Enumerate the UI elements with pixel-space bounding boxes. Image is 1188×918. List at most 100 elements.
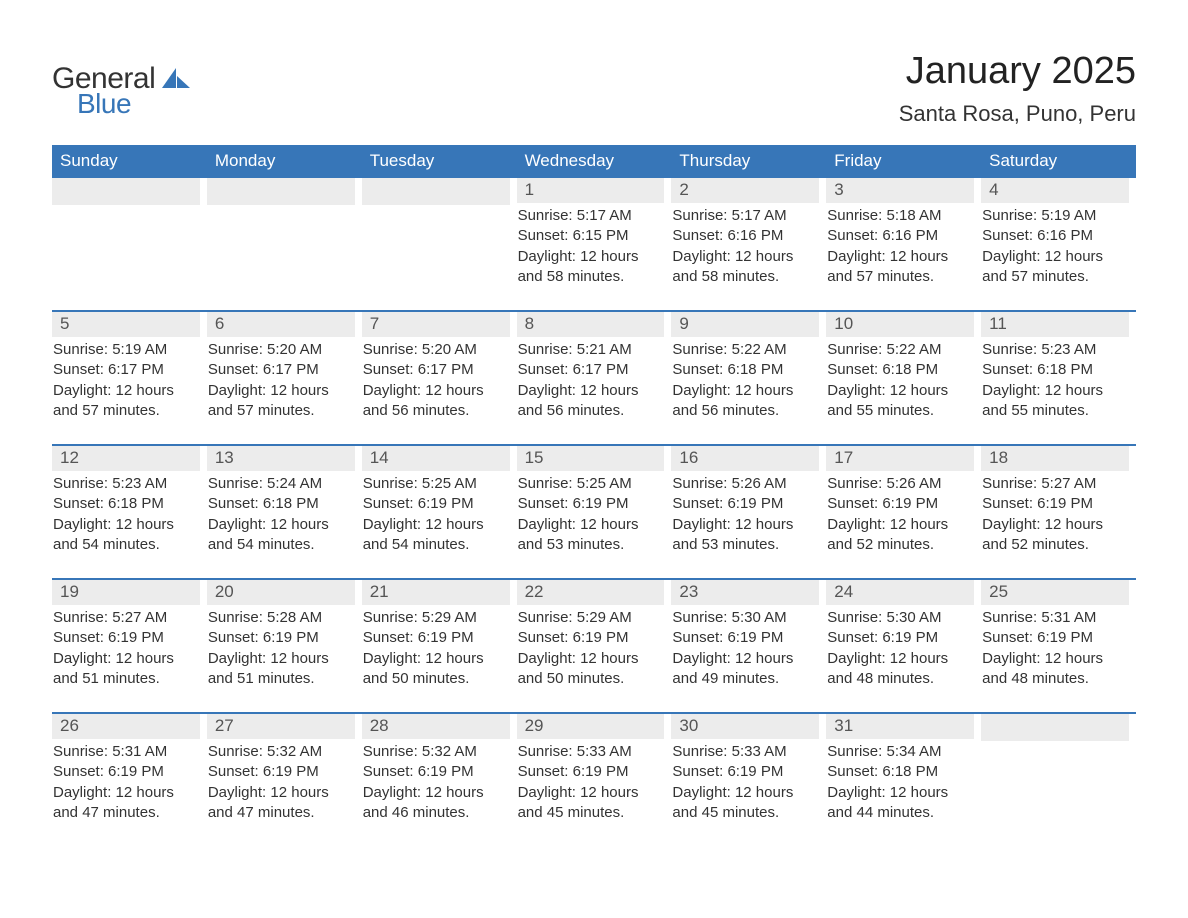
sunset-text: Sunset: 6:19 PM <box>363 494 509 514</box>
sunset-text: Sunset: 6:15 PM <box>518 226 664 246</box>
daylight-text: Daylight: 12 hours and 53 minutes. <box>518 515 664 556</box>
day-cell: 17Sunrise: 5:26 AMSunset: 6:19 PMDayligh… <box>826 446 981 568</box>
sunrise-text: Sunrise: 5:26 AM <box>827 474 973 494</box>
day-number <box>207 178 355 205</box>
day-number: 27 <box>207 714 355 739</box>
day-body: Sunrise: 5:32 AMSunset: 6:19 PMDaylight:… <box>362 742 509 823</box>
sunrise-text: Sunrise: 5:31 AM <box>53 742 199 762</box>
day-number <box>981 714 1129 741</box>
daylight-text: Daylight: 12 hours and 51 minutes. <box>208 649 354 690</box>
day-cell: 1Sunrise: 5:17 AMSunset: 6:15 PMDaylight… <box>517 178 672 300</box>
day-number <box>52 178 200 205</box>
col-header: Saturday <box>981 145 1136 178</box>
day-number: 20 <box>207 580 355 605</box>
sunset-text: Sunset: 6:19 PM <box>982 494 1128 514</box>
col-header: Thursday <box>671 145 826 178</box>
day-cell: 14 Sunrise: 5:25 AMSunset: 6:19 PMDayligh… <box>362 446 517 568</box>
daylight-text: Daylight: 12 hours and 57 minutes. <box>208 381 354 422</box>
calendar-document: General Blue January 2025 Santa Rosa, Pu… <box>0 0 1188 866</box>
day-number: 17 <box>826 446 974 471</box>
sunrise-text: Sunrise: 5:19 AM <box>982 206 1128 226</box>
sunrise-text: Sunrise: 5:24 AM <box>208 474 354 494</box>
location-label: Santa Rosa, Puno, Peru <box>899 101 1136 127</box>
day-number: 31 <box>826 714 974 739</box>
day-cell: 20Sunrise: 5:28 AMSunset: 6:19 PMDayligh… <box>207 580 362 702</box>
day-number: 10 <box>826 312 974 337</box>
day-number: 29 <box>517 714 665 739</box>
daylight-text: Daylight: 12 hours and 56 minutes. <box>518 381 664 422</box>
day-cell: 16Sunrise: 5:26 AMSunset: 6:19 PMDayligh… <box>671 446 826 568</box>
sunrise-text: Sunrise: 5:20 AM <box>208 340 354 360</box>
sunrise-text: Sunrise: 5:34 AM <box>827 742 973 762</box>
sunset-text: Sunset: 6:18 PM <box>672 360 818 380</box>
day-cell: 19Sunrise: 5:27 AMSunset: 6:19 PMDayligh… <box>52 580 207 702</box>
calendar-week: 26Sunrise: 5:31 AMSunset: 6:19 PMDayligh… <box>52 712 1136 836</box>
sunrise-text: Sunrise: 5:21 AM <box>518 340 664 360</box>
sunrise-text: Sunrise: 5:23 AM <box>53 474 199 494</box>
day-cell: 30Sunrise: 5:33 AMSunset: 6:19 PMDayligh… <box>671 714 826 836</box>
sunset-text: Sunset: 6:19 PM <box>827 494 973 514</box>
sunrise-text: Sunrise: 5:22 AM <box>672 340 818 360</box>
calendar-header-row: Sunday Monday Tuesday Wednesday Thursday… <box>52 145 1136 178</box>
day-number: 4 <box>981 178 1129 203</box>
day-number: 19 <box>52 580 200 605</box>
month-title: January 2025 <box>899 50 1136 93</box>
day-body: Sunrise: 5:30 AMSunset: 6:19 PMDaylight:… <box>826 608 973 689</box>
day-number: 2 <box>671 178 819 203</box>
day-number: 24 <box>826 580 974 605</box>
daylight-text: Daylight: 12 hours and 56 minutes. <box>363 381 509 422</box>
daylight-text: Daylight: 12 hours and 45 minutes. <box>518 783 664 824</box>
day-body: Sunrise: 5:25 AMSunset: 6:19 PMDaylight:… <box>362 474 509 555</box>
sunset-text: Sunset: 6:18 PM <box>982 360 1128 380</box>
day-body: Sunrise: 5:31 AMSunset: 6:19 PMDaylight:… <box>52 742 199 823</box>
day-body: Sunrise: 5:34 AMSunset: 6:18 PMDaylight:… <box>826 742 973 823</box>
day-body: Sunrise: 5:29 AMSunset: 6:19 PMDaylight:… <box>517 608 664 689</box>
calendar: Sunday Monday Tuesday Wednesday Thursday… <box>52 145 1136 836</box>
day-number: 16 <box>671 446 819 471</box>
day-number: 15 <box>517 446 665 471</box>
day-number: 3 <box>826 178 974 203</box>
day-body: Sunrise: 5:19 AMSunset: 6:16 PMDaylight:… <box>981 206 1128 287</box>
day-body: Sunrise: 5:23 AMSunset: 6:18 PMDaylight:… <box>52 474 199 555</box>
sunset-text: Sunset: 6:19 PM <box>672 762 818 782</box>
sunset-text: Sunset: 6:18 PM <box>53 494 199 514</box>
day-number: 6 <box>207 312 355 337</box>
day-number: 14 <box>362 446 510 471</box>
sunrise-text: Sunrise: 5:27 AM <box>982 474 1128 494</box>
sunset-text: Sunset: 6:19 PM <box>827 628 973 648</box>
sunset-text: Sunset: 6:16 PM <box>982 226 1128 246</box>
sunrise-text: Sunrise: 5:30 AM <box>672 608 818 628</box>
col-header: Sunday <box>52 145 207 178</box>
daylight-text: Daylight: 12 hours and 54 minutes. <box>363 515 509 556</box>
calendar-week: 12Sunrise: 5:23 AMSunset: 6:18 PMDayligh… <box>52 444 1136 568</box>
day-body: Sunrise: 5:33 AMSunset: 6:19 PMDaylight:… <box>517 742 664 823</box>
day-number: 26 <box>52 714 200 739</box>
sunrise-text: Sunrise: 5:25 AM <box>363 474 509 494</box>
daylight-text: Daylight: 12 hours and 57 minutes. <box>982 247 1128 288</box>
day-number: 7 <box>362 312 510 337</box>
day-body: Sunrise: 5:23 AMSunset: 6:18 PMDaylight:… <box>981 340 1128 421</box>
day-number: 18 <box>981 446 1129 471</box>
day-body: Sunrise: 5:32 AMSunset: 6:19 PMDaylight:… <box>207 742 354 823</box>
sunset-text: Sunset: 6:17 PM <box>208 360 354 380</box>
sunset-text: Sunset: 6:19 PM <box>53 628 199 648</box>
daylight-text: Daylight: 12 hours and 56 minutes. <box>672 381 818 422</box>
day-body: Sunrise: 5:20 AMSunset: 6:17 PMDaylight:… <box>362 340 509 421</box>
day-body: Sunrise: 5:20 AMSunset: 6:17 PMDaylight:… <box>207 340 354 421</box>
sunset-text: Sunset: 6:18 PM <box>827 360 973 380</box>
daylight-text: Daylight: 12 hours and 53 minutes. <box>672 515 818 556</box>
day-body: Sunrise: 5:30 AMSunset: 6:19 PMDaylight:… <box>671 608 818 689</box>
day-cell: 26 Sunrise: 5:31 AMSunset: 6:19 PMDayligh… <box>52 714 207 836</box>
day-cell: 8Sunrise: 5:21 AMSunset: 6:17 PMDaylight… <box>517 312 672 434</box>
sunset-text: Sunset: 6:19 PM <box>518 628 664 648</box>
sunrise-text: Sunrise: 5:30 AM <box>827 608 973 628</box>
daylight-text: Daylight: 12 hours and 48 minutes. <box>982 649 1128 690</box>
day-cell <box>207 178 362 300</box>
day-body: Sunrise: 5:21 AMSunset: 6:17 PMDaylight:… <box>517 340 664 421</box>
sunset-text: Sunset: 6:19 PM <box>208 628 354 648</box>
sunrise-text: Sunrise: 5:31 AM <box>982 608 1128 628</box>
header: General Blue January 2025 Santa Rosa, Pu… <box>52 50 1136 127</box>
day-body: Sunrise: 5:33 AMSunset: 6:19 PMDaylight:… <box>671 742 818 823</box>
col-header: Monday <box>207 145 362 178</box>
day-cell: 7 Sunrise: 5:20 AMSunset: 6:17 PMDaylight… <box>362 312 517 434</box>
